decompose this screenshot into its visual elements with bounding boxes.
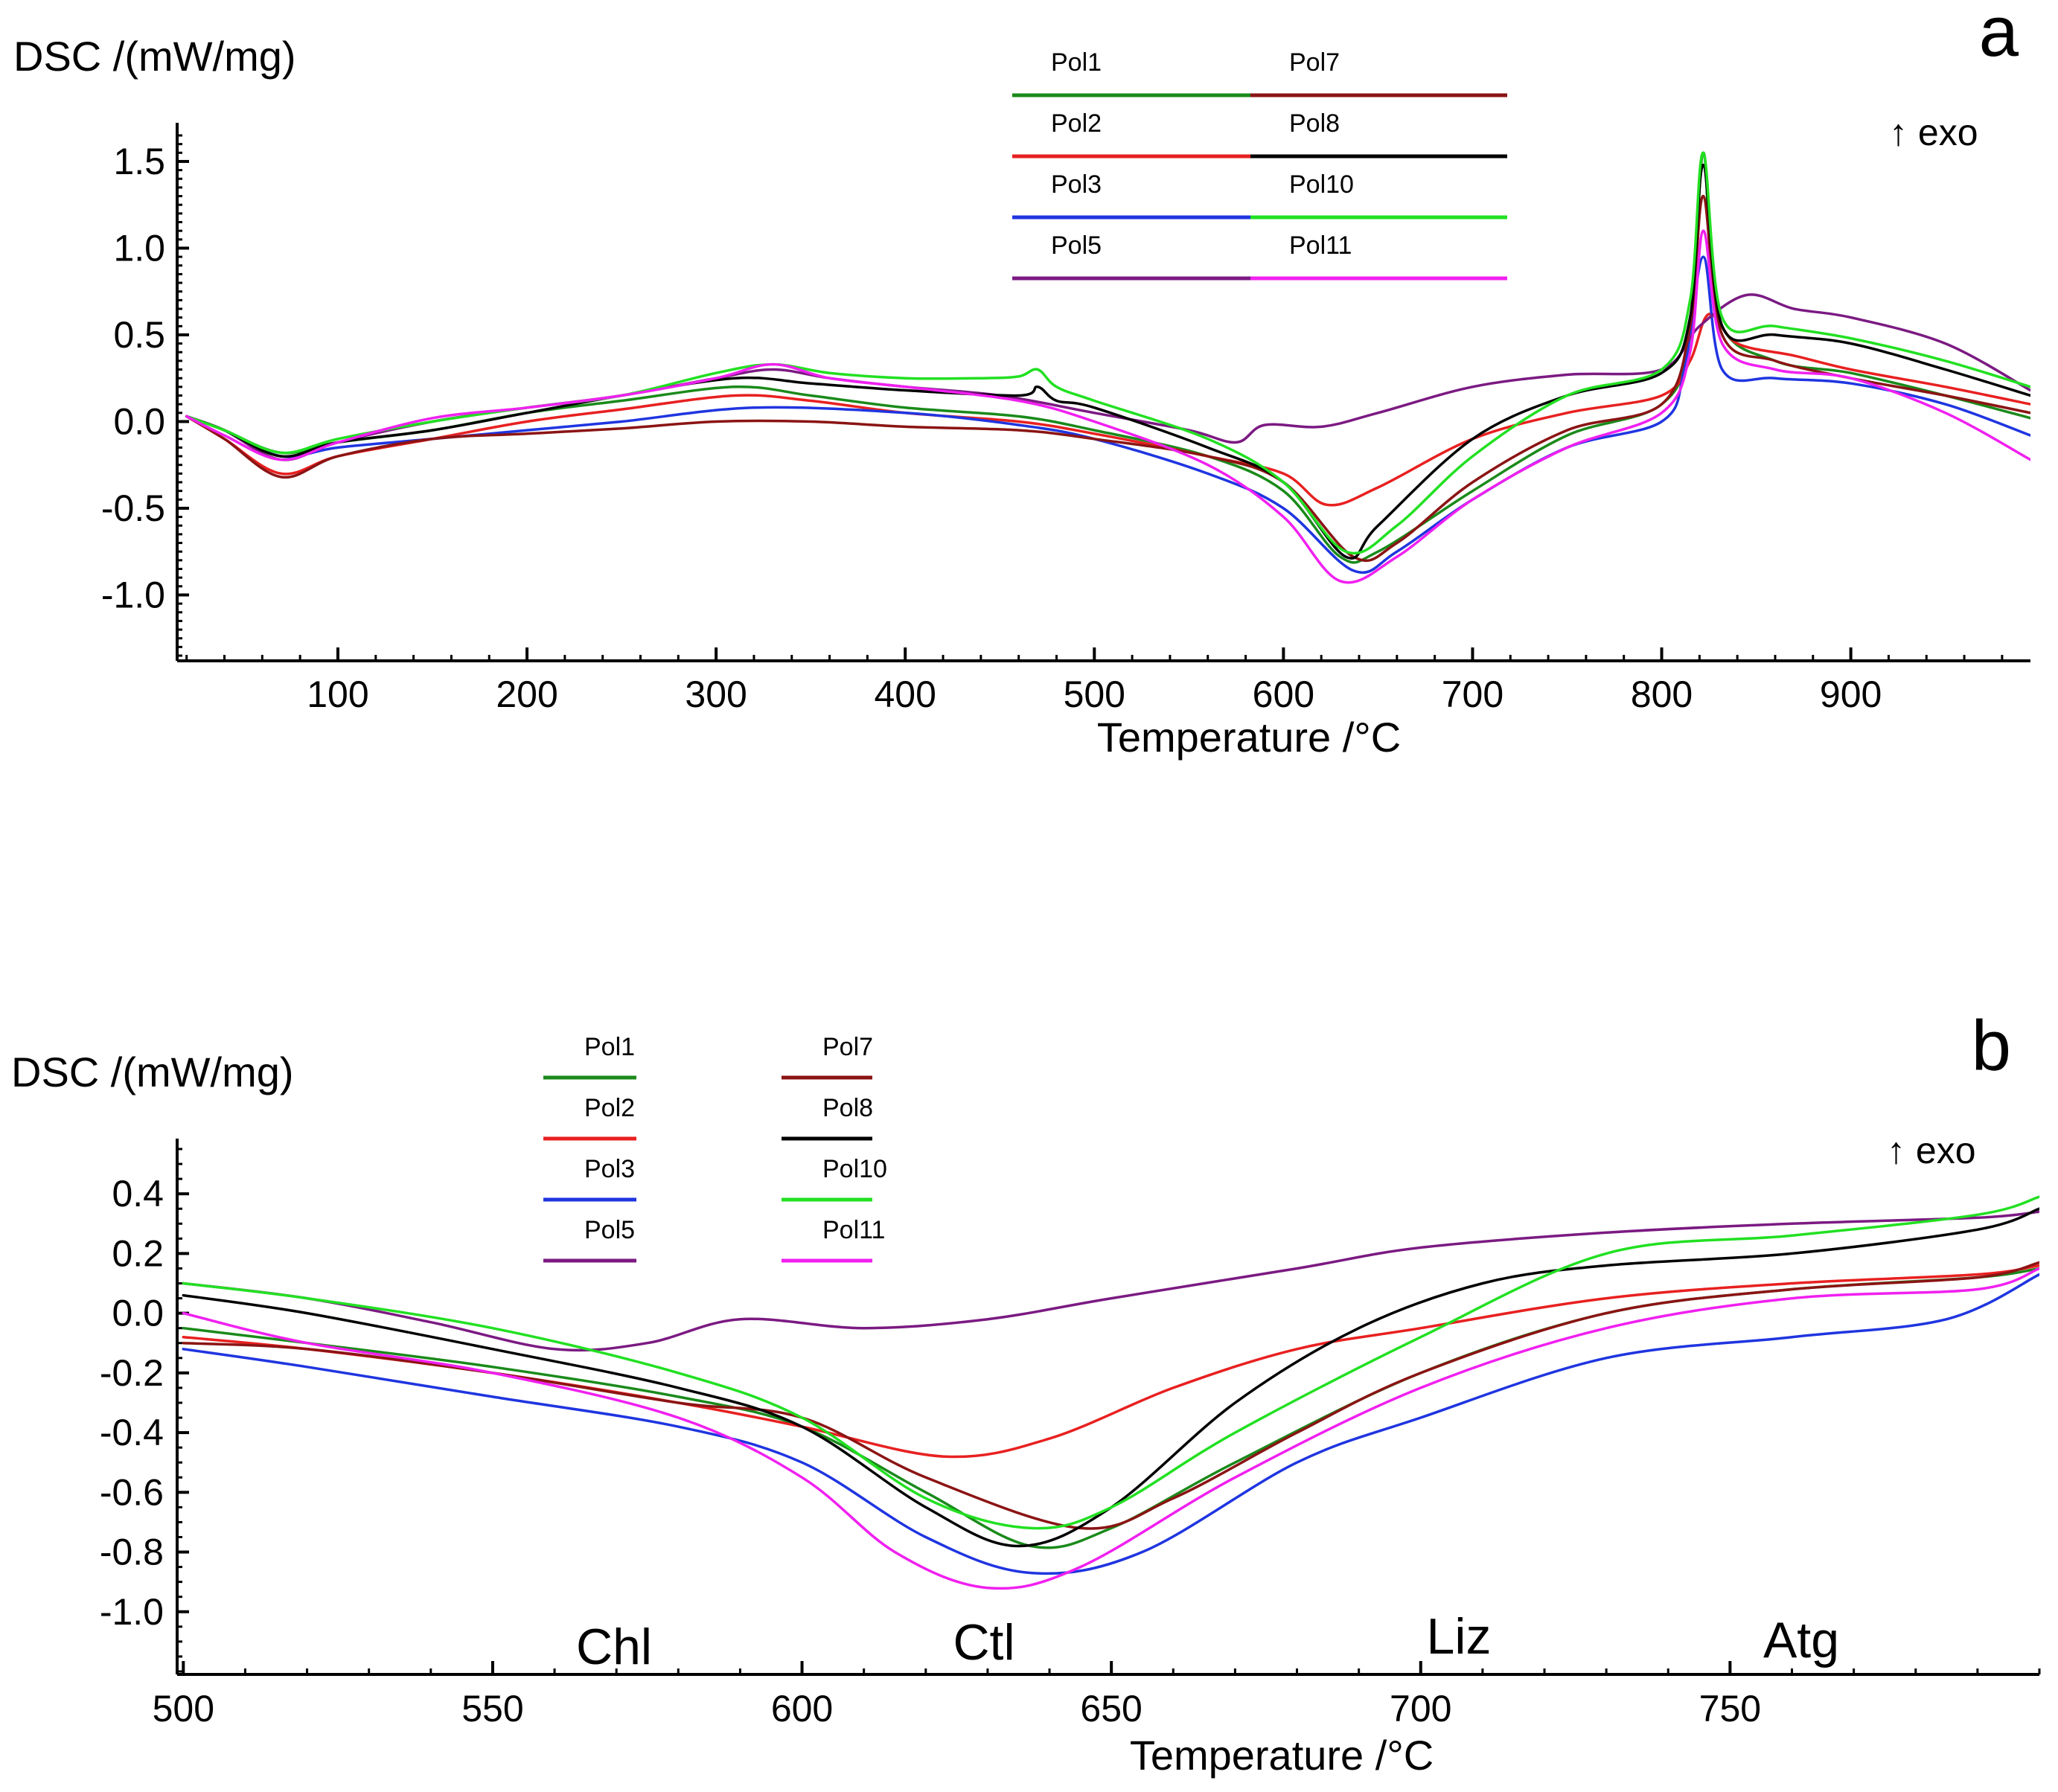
x-tick-label: 400 [874, 673, 936, 715]
legend-label-pol5: Pol5 [584, 1216, 635, 1244]
panel-b: DSC /(mW/mg) b ↑ exo Temperature /°C 500 550 6… [11, 1006, 2041, 1779]
series-line-pol10 [182, 1195, 2039, 1530]
x-axis-title: Temperature /°C [1130, 1732, 1434, 1779]
legend-label-pol10: Pol10 [1289, 170, 1354, 199]
y-tick-label: -0.4 [100, 1412, 164, 1453]
y-tick-label: 1.5 [113, 141, 165, 182]
x-tick-label: 200 [496, 673, 557, 715]
mineral-label-atg: Atg [1763, 1612, 1839, 1668]
exo-annotation: ↑ exo [1887, 1130, 1976, 1171]
series-line-pol11 [185, 229, 2030, 584]
legend: Pol1 Pol2 Pol3 Pol5 Pol7 Pol8 Pol10 Pol11 [1012, 48, 1507, 281]
legend-label-pol7: Pol7 [1289, 48, 1340, 77]
x-tick-label: 650 [1080, 1688, 1142, 1729]
y-tick-label: -0.6 [100, 1471, 164, 1513]
y-axis-title: DSC /(mW/mg) [11, 1049, 294, 1095]
legend-label-pol7: Pol7 [822, 1033, 873, 1061]
mineral-label-ctl: Ctl [953, 1614, 1014, 1671]
legend-label-pol11: Pol11 [822, 1216, 885, 1244]
series-line-pol11 [182, 1267, 2039, 1590]
x-tick-label: 500 [153, 1688, 214, 1729]
y-tick-label: 0.0 [112, 1293, 164, 1334]
series-lines [182, 1195, 2039, 1590]
series-line-pol8 [182, 1207, 2039, 1548]
legend-label-pol8: Pol8 [1289, 109, 1340, 138]
panel-label: b [1972, 1006, 2011, 1086]
y-tick-label: 0.4 [112, 1173, 164, 1215]
mineral-label-liz: Liz [1427, 1608, 1492, 1665]
x-tick-label: 100 [307, 673, 368, 715]
panel-label: a [1979, 0, 2019, 71]
y-tick-label: 0.0 [113, 400, 165, 442]
legend-label-pol2: Pol2 [584, 1094, 635, 1122]
y-tick-label: -1.0 [101, 574, 165, 615]
x-axis-title: Temperature /°C [1097, 714, 1401, 761]
mineral-label-chl: Chl [576, 1619, 652, 1675]
series-line-pol7 [185, 194, 2030, 563]
x-tick-label: 700 [1390, 1688, 1451, 1729]
y-tick-label: -0.5 [101, 487, 165, 529]
y-tick-label: -0.8 [100, 1532, 164, 1573]
panel-a: DSC /(mW/mg) a↑ exo Temperature /°C 100 200 3… [13, 0, 2030, 761]
minor-ticks [177, 1148, 2041, 1674]
x-tick-label: 700 [1442, 673, 1503, 715]
x-tick-label: 550 [461, 1688, 523, 1729]
y-axis-title: DSC /(mW/mg) [13, 33, 296, 80]
x-tick-label: 800 [1631, 673, 1693, 715]
legend-label-pol1: Pol1 [1051, 48, 1102, 77]
series-line-pol5 [182, 1210, 2039, 1352]
y-tick-label: -1.0 [100, 1591, 164, 1633]
y-tick-label: 0.2 [112, 1232, 164, 1274]
x-tick-label: 600 [1253, 673, 1314, 715]
y-tick-label: 0.5 [113, 314, 165, 356]
x-tick-label: 500 [1064, 673, 1125, 715]
legend-label-pol3: Pol3 [1051, 170, 1102, 199]
legend-label-pol8: Pol8 [822, 1094, 873, 1122]
legend-label-pol1: Pol1 [584, 1033, 635, 1061]
legend-label-pol11: Pol11 [1289, 231, 1352, 260]
series-lines [185, 151, 2030, 584]
legend-label-pol3: Pol3 [584, 1155, 635, 1183]
legend-label-pol2: Pol2 [1051, 109, 1102, 138]
series-line-pol8 [185, 163, 2030, 560]
legend: Pol1 Pol2 Pol3 Pol5 Pol7 Pol8 Pol10 Pol11 [543, 1033, 887, 1263]
y-tick-label: 1.0 [113, 227, 165, 269]
x-tick-label: 750 [1699, 1688, 1761, 1729]
legend-label-pol5: Pol5 [1051, 231, 1102, 260]
y-tick-label: -0.2 [100, 1352, 164, 1394]
series-line-pol2 [182, 1264, 2039, 1459]
x-tick-label: 900 [1820, 673, 1882, 715]
exo-annotation: ↑ exo [1889, 112, 1978, 153]
x-tick-label: 600 [771, 1688, 833, 1729]
series-line-pol2 [185, 313, 2030, 507]
x-tick-label: 300 [685, 673, 747, 715]
legend-label-pol10: Pol10 [822, 1155, 887, 1183]
series-line-pol3 [182, 1273, 2039, 1575]
